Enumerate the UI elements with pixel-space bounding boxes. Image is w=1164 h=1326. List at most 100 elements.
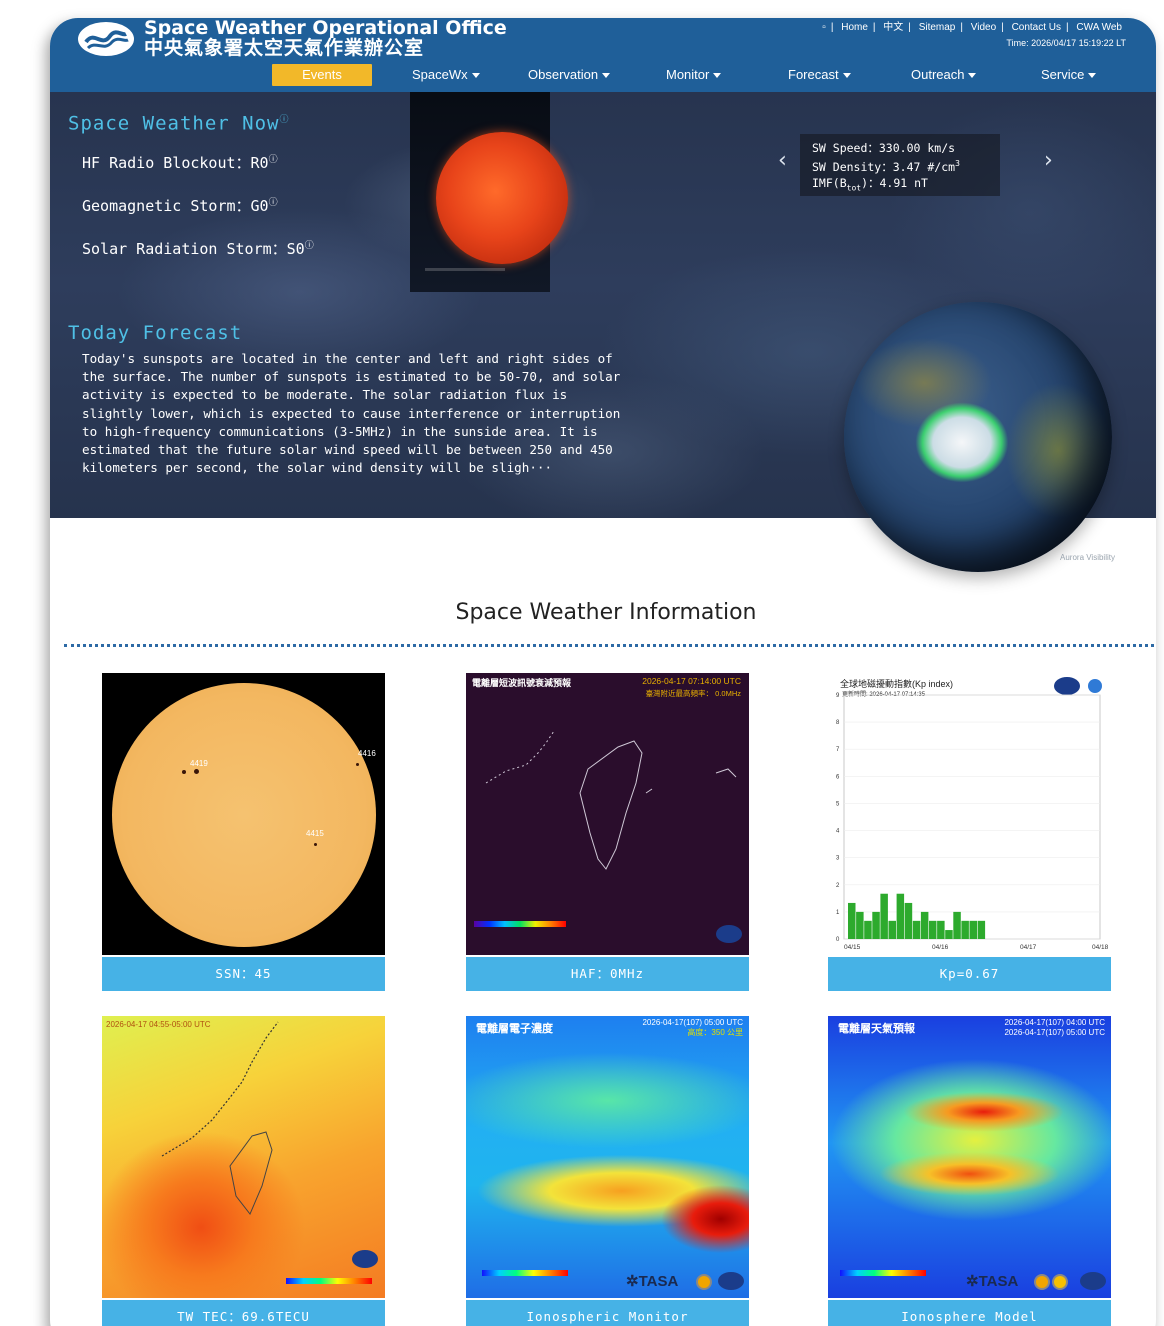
imf-value: IMF(Btot)：4.91 nT: [812, 175, 1000, 196]
space-weather-now-heading: Space Weather Nowⓘ: [68, 112, 289, 134]
ionospheric-monitor-date: 2026-04-17(107) 05:00 UTC 高度：350 公里: [642, 1018, 743, 1038]
tec-map[interactable]: 2026-04-17 04:55-05:00 UTC: [102, 1016, 385, 1298]
nav-events-label: Events: [302, 67, 342, 82]
kp-chart-title: 全球地磁擾動指數(Kp index): [840, 679, 954, 689]
haf-color-scale: [474, 921, 566, 927]
kp-bar: [856, 911, 864, 939]
kp-bar: [937, 920, 945, 939]
geomagnetic-text: Geomagnetic Storm：G0: [82, 197, 269, 215]
hf-radio-status[interactable]: HF Radio Blockout：R0ⓘ: [82, 152, 278, 173]
main-nav: Events SpaceWx Observation Monitor Forec…: [50, 64, 1156, 88]
nav-monitor[interactable]: Monitor: [666, 64, 722, 86]
sun-image[interactable]: [436, 132, 568, 264]
kp-bar: [864, 920, 872, 939]
haf-map-header: 電離層短波訊號衰減預報: [472, 678, 572, 688]
sunspot: [314, 843, 317, 846]
ionosphere-model-map[interactable]: 電離層天氣預報 2026-04-17(107) 04:00 UTC 2026-04…: [828, 1016, 1111, 1298]
site-header: Space Weather Operational Office 中央氣象署太空…: [50, 18, 1156, 92]
imf-suffix: )：4.91 nT: [861, 175, 928, 190]
page-card: Space Weather Operational Office 中央氣象署太空…: [50, 18, 1156, 1326]
tasa-logo: ✲TASA: [626, 1273, 679, 1290]
nav-events[interactable]: Events: [272, 64, 372, 86]
nav-service[interactable]: Service: [1041, 64, 1097, 86]
nav-spacewx-label: SpaceWx: [412, 67, 468, 82]
kp-label[interactable]: Kp=0.67: [828, 957, 1111, 991]
kp-bar: [969, 920, 977, 939]
tec-color-scale: [286, 1278, 372, 1284]
kp-y-tick: 9: [836, 693, 840, 699]
nav-spacewx[interactable]: SpaceWx: [412, 64, 480, 86]
chevron-right-icon[interactable]: ›: [1044, 148, 1053, 173]
kp-bar: [904, 902, 913, 939]
kp-y-tick: 2: [836, 883, 840, 889]
solar-wind-density: SW Density：3.47 #/cm3: [812, 156, 1000, 175]
haf-label[interactable]: HAF：0MHz: [466, 957, 749, 991]
ssn-label[interactable]: SSN：45: [102, 957, 385, 991]
tasa-logo: ✲TASA: [966, 1273, 1019, 1290]
site-title-zh: 中央氣象署太空天氣作業辦公室: [144, 37, 425, 59]
ionospheric-monitor-altitude: 高度：350 公里: [687, 1028, 743, 1037]
kp-chart-svg: 0 1 2 3 4 5 6 7 8 9 04/15 04/16 04/17 04/18: [836, 693, 1109, 951]
nav-outreach[interactable]: Outreach: [911, 64, 977, 86]
cwa-logo[interactable]: [78, 22, 134, 56]
section-divider: [64, 644, 1154, 647]
kp-x-tick: 04/15: [844, 944, 861, 951]
imf-prefix: IMF(B: [812, 175, 847, 190]
top-link-chinese[interactable]: 中文: [883, 22, 904, 33]
sunspot: [356, 763, 359, 766]
kp-bar: [872, 911, 880, 939]
nav-observation[interactable]: Observation: [528, 64, 611, 86]
top-link-home[interactable]: Home: [841, 22, 868, 33]
aurora-caption: Aurora Visibility: [1060, 553, 1115, 562]
info-icon[interactable]: ⓘ: [279, 115, 290, 125]
sunspot: [182, 770, 186, 774]
kp-y-tick: 5: [836, 801, 840, 807]
kp-y-tick: 0: [836, 937, 840, 943]
kp-bar: [888, 920, 896, 939]
aurora-earth-globe[interactable]: [844, 302, 1112, 572]
section-title: Space Weather Information: [455, 600, 757, 625]
top-link-contact[interactable]: Contact Us: [1011, 22, 1062, 33]
caret-down-icon: [713, 73, 722, 79]
solar-wind-speed: SW Speed：330.00 km/s: [812, 141, 956, 155]
solar-radiation-status[interactable]: Solar Radiation Storm：S0ⓘ: [82, 238, 314, 259]
kp-y-tick: 3: [836, 856, 840, 862]
haf-map[interactable]: 電離層短波訊號衰減預報 2026-04-17 07:14:00 UTC 臺灣附近…: [466, 673, 749, 955]
solar-disk: [112, 683, 376, 947]
ionospheric-monitor-map[interactable]: 電離層電子濃度 2026-04-17(107) 05:00 UTC 高度：350 …: [466, 1016, 749, 1298]
kp-bar: [912, 920, 921, 939]
kp-x-tick: 04/17: [1020, 944, 1037, 951]
info-icon[interactable]: ⓘ: [304, 241, 314, 251]
info-icon[interactable]: ⓘ: [268, 198, 278, 208]
nav-service-label: Service: [1041, 67, 1085, 82]
local-time: Time: 2026/04/17 15:19:22 LT: [1006, 38, 1126, 48]
ionospheric-monitor-label[interactable]: Ionospheric Monitor: [466, 1300, 749, 1326]
kp-bar: [961, 920, 969, 939]
kp-bar: [945, 930, 953, 939]
top-link-sitemap[interactable]: Sitemap: [918, 22, 956, 33]
nav-forecast[interactable]: Forecast: [788, 64, 851, 86]
caret-down-icon: [1088, 73, 1097, 79]
ionosphere-model-date: 2026-04-17(107) 04:00 UTC 2026-04-17(107)…: [1004, 1018, 1105, 1038]
ionosphere-model-header: 電離層天氣預報: [838, 1023, 915, 1035]
sunspot-label: 4419: [190, 759, 208, 768]
geomagnetic-status[interactable]: Geomagnetic Storm：G0ⓘ: [82, 195, 278, 216]
top-link-video[interactable]: Video: [970, 22, 997, 33]
solar-radiation-text: Solar Radiation Storm：S0: [82, 240, 305, 258]
caret-down-icon: [602, 73, 611, 79]
ionosphere-model-date-2: 2026-04-17(107) 05:00 UTC: [1004, 1028, 1105, 1037]
grid-icon[interactable]: ▫: [822, 22, 826, 33]
kp-chart[interactable]: 全球地磁擾動指數(Kp index) 更新時間: 2026-04-17 07:1…: [828, 673, 1111, 955]
ionosphere-model-date-1: 2026-04-17(107) 04:00 UTC: [1004, 1018, 1105, 1027]
partner-orb-icon: [1034, 1274, 1050, 1290]
top-link-cwa-web[interactable]: CWA Web: [1076, 22, 1122, 33]
kp-bar: [896, 893, 905, 939]
tec-label[interactable]: TW TEC：69.6TECU: [102, 1300, 385, 1326]
sunspot-image[interactable]: 4419 4416 4415: [102, 673, 385, 955]
kp-x-tick: 04/16: [932, 944, 949, 951]
ionosphere-model-label[interactable]: Ionosphere Model: [828, 1300, 1111, 1326]
ionospheric-monitor-header: 電離層電子濃度: [476, 1023, 553, 1035]
info-icon[interactable]: ⓘ: [268, 155, 278, 165]
nav-outreach-label: Outreach: [911, 67, 965, 82]
chevron-left-icon[interactable]: ‹: [778, 148, 787, 173]
